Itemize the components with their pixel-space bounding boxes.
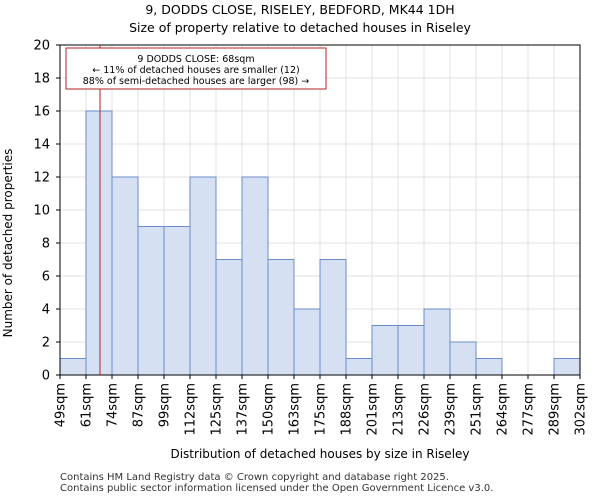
chart-title: 9, DODDS CLOSE, RISELEY, BEDFORD, MK44 1… bbox=[0, 1, 600, 37]
bar-150sqm bbox=[267, 259, 295, 376]
x-ticks: 49sqm 61sqm 74sqm 87sqm 99sqm 112sqm 125sqm 137… bbox=[54, 375, 589, 436]
bars bbox=[59, 110, 581, 376]
x-tick-label-7: 137sqm bbox=[236, 383, 251, 436]
bar-87sqm bbox=[137, 226, 165, 376]
x-tick-label-17: 264sqm bbox=[496, 383, 511, 436]
y-axis-label: Number of detached properties bbox=[1, 149, 15, 338]
annotation-line-0: 9 DODDS CLOSE: 68sqm bbox=[137, 54, 254, 65]
bar-99sqm bbox=[163, 226, 191, 376]
bar-125sqm bbox=[215, 259, 243, 376]
annotation-line-1: ← 11% of detached houses are smaller (12… bbox=[92, 65, 299, 76]
bar-201sqm bbox=[371, 325, 399, 376]
annotation-line-2: 88% of semi-detached houses are larger (… bbox=[83, 76, 310, 87]
x-tick-label-3: 87sqm bbox=[132, 383, 147, 427]
x-tick-label-18: 277sqm bbox=[522, 383, 537, 436]
x-tick-label-6: 125sqm bbox=[210, 383, 225, 436]
bar-61sqm bbox=[85, 110, 113, 376]
x-tick-label-11: 188sqm bbox=[340, 383, 355, 436]
x-tick-label-14: 226sqm bbox=[418, 383, 433, 436]
y-tick-label-10: 20 bbox=[33, 39, 50, 54]
y-tick-label-6: 12 bbox=[33, 171, 50, 186]
y-tick-label-7: 14 bbox=[33, 138, 50, 153]
footer: Contains HM Land Registry data © Crown c… bbox=[60, 472, 493, 494]
x-tick-label-5: 112sqm bbox=[184, 383, 199, 436]
y-tick-label-0: 0 bbox=[42, 369, 50, 384]
bar-226sqm bbox=[423, 308, 451, 376]
x-tick-label-4: 99sqm bbox=[158, 383, 173, 427]
x-tick-label-19: 289sqm bbox=[548, 383, 563, 436]
bar-112sqm bbox=[189, 176, 217, 376]
property-marker: 9 DODDS CLOSE: 68sqm← 11% of detached ho… bbox=[65, 45, 327, 375]
bar-188sqm bbox=[345, 358, 373, 376]
bar-239sqm bbox=[449, 341, 477, 376]
x-tick-label-13: 213sqm bbox=[392, 383, 407, 436]
bar-213sqm bbox=[397, 325, 425, 376]
y-tick-label-3: 6 bbox=[42, 270, 50, 285]
x-tick-label-12: 201sqm bbox=[366, 383, 381, 436]
y-tick-label-5: 10 bbox=[33, 204, 50, 219]
bar-251sqm bbox=[475, 358, 503, 376]
x-tick-label-0: 49sqm bbox=[54, 383, 69, 427]
subtitle-text: Size of property relative to detached ho… bbox=[129, 20, 471, 35]
x-tick-label-10: 175sqm bbox=[314, 383, 329, 436]
title-text: 9, DODDS CLOSE, RISELEY, BEDFORD, MK44 1… bbox=[145, 2, 455, 17]
annotation-box bbox=[65, 47, 327, 90]
y-tick-label-2: 4 bbox=[42, 303, 50, 318]
bar-175sqm bbox=[319, 259, 347, 376]
y-tick-label-4: 8 bbox=[42, 237, 50, 252]
y-tick-label-1: 2 bbox=[42, 336, 50, 351]
x-tick-label-15: 239sqm bbox=[444, 383, 459, 436]
footer-line-1: Contains HM Land Registry data © Crown c… bbox=[60, 472, 449, 483]
footer-line-2: Contains public sector information licen… bbox=[60, 483, 494, 494]
x-tick-label-9: 163sqm bbox=[288, 383, 303, 436]
x-tick-label-16: 251sqm bbox=[470, 383, 485, 436]
bar-49sqm bbox=[59, 358, 87, 376]
x-axis-label: Distribution of detached houses by size … bbox=[170, 447, 469, 461]
bar-137sqm bbox=[241, 176, 269, 376]
y-ticks: 0 2 4 6 8 10 12 14 16 18 20 bbox=[33, 39, 60, 384]
bar-289sqm bbox=[553, 358, 581, 376]
bar-74sqm bbox=[111, 176, 139, 376]
x-tick-label-20: 302sqm bbox=[574, 383, 589, 436]
y-tick-label-9: 18 bbox=[33, 72, 50, 87]
x-tick-label-2: 74sqm bbox=[106, 383, 121, 427]
bar-163sqm bbox=[293, 308, 321, 376]
x-tick-label-8: 150sqm bbox=[262, 383, 277, 436]
x-tick-label-1: 61sqm bbox=[80, 383, 95, 427]
y-tick-label-8: 16 bbox=[33, 105, 50, 120]
